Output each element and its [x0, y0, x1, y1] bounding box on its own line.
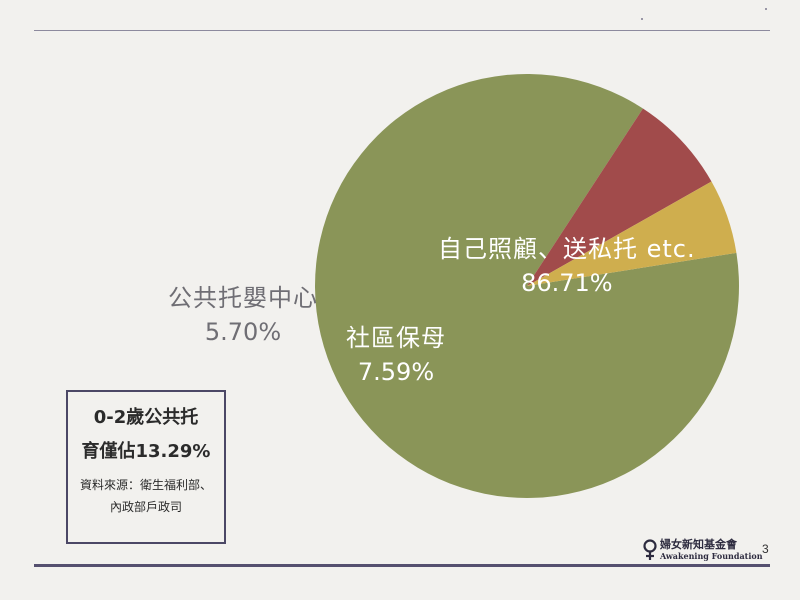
summary-headline-2: 育僅佔13.29% — [81, 441, 211, 462]
slice-name: 自己照顧、送私托 etc. — [438, 235, 696, 263]
slice-name: 公共托嬰中心 — [168, 284, 318, 312]
page-number: 3 — [762, 542, 769, 556]
slice-label-public-nursery: 公共托嬰中心 5.70% — [168, 281, 318, 349]
top-divider — [34, 30, 770, 31]
logo-name-en: Awakening Foundation — [660, 551, 763, 561]
slice-self-care — [314, 74, 739, 499]
logo-name-zh: 婦女新知基金會 — [660, 538, 737, 551]
foundation-logo: 婦女新知基金會 Awakening Foundation — [642, 538, 763, 561]
slice-public-nursery — [527, 181, 737, 286]
slice-label-self-care: 自己照顧、送私托 etc. 86.71% — [438, 232, 696, 300]
slice-label-community-nanny: 社區保母 7.59% — [346, 321, 446, 389]
bottom-divider — [34, 564, 770, 567]
slice-percent: 7.59% — [357, 358, 435, 386]
decorative-dot — [765, 8, 767, 10]
data-source-2: 內政部戶政司 — [109, 500, 182, 514]
data-source: 資料來源：衛生福利部、 — [79, 478, 212, 492]
summary-headline: 0-2歲公共托 — [93, 407, 199, 428]
decorative-dot — [641, 18, 643, 20]
slice-community-nanny — [527, 108, 712, 287]
slice-percent: 86.71% — [521, 269, 613, 297]
slice-name: 社區保母 — [346, 324, 446, 352]
summary-box: 0-2歲公共托 育僅佔13.29% 資料來源：衛生福利部、 內政部戶政司 — [66, 390, 226, 544]
slice-percent: 5.70% — [204, 318, 282, 346]
female-symbol-icon — [643, 539, 657, 560]
